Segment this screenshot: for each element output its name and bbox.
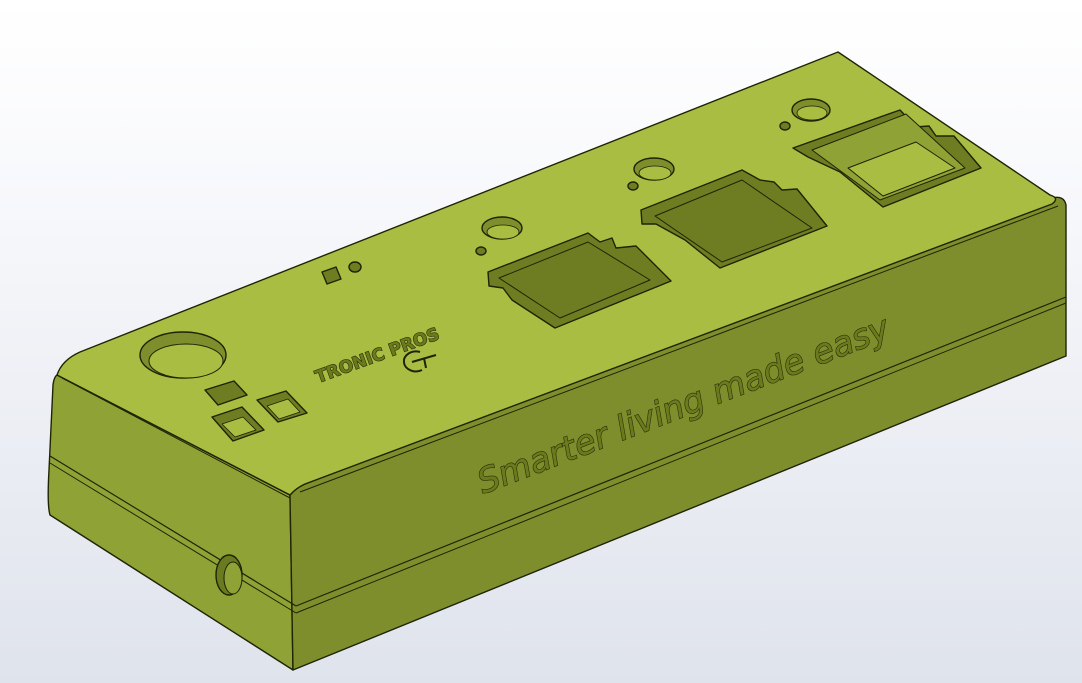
led-round-hole[interactable] [348, 261, 362, 273]
led-square-hole[interactable] [321, 266, 342, 285]
side-port-hole-inner [223, 561, 243, 595]
lid-seam-front-lower [295, 302, 1067, 614]
switch-cutout-2-step [221, 416, 257, 438]
switch-cutout-1[interactable] [204, 380, 248, 406]
lid-seam-front [295, 296, 1067, 607]
round-button-hole-floor [148, 343, 224, 379]
port-2-led-hole[interactable] [627, 181, 639, 191]
port-2-inner-ledge [654, 179, 813, 263]
lid-seam-left-lower [49, 462, 297, 614]
switch-cutout-3-step [266, 398, 301, 420]
port-1-cutout[interactable] [487, 232, 672, 329]
port-3-button-floor [796, 105, 828, 121]
port-2-cutout[interactable] [640, 169, 828, 269]
lid-seam-left [49, 455, 297, 607]
port-3-inner-floor [847, 141, 956, 197]
top-fillet-line [61, 377, 291, 499]
front-fillet-line [299, 205, 1059, 493]
port-1-inner-ledge [498, 241, 651, 319]
port-1-led-hole[interactable] [475, 246, 487, 256]
port-1-button-floor [486, 224, 520, 240]
port-3-led-hole[interactable] [779, 121, 791, 131]
enclosure-left-face [47, 374, 294, 671]
port-2-button-floor [638, 165, 672, 181]
brand-logo-icon [402, 350, 437, 373]
